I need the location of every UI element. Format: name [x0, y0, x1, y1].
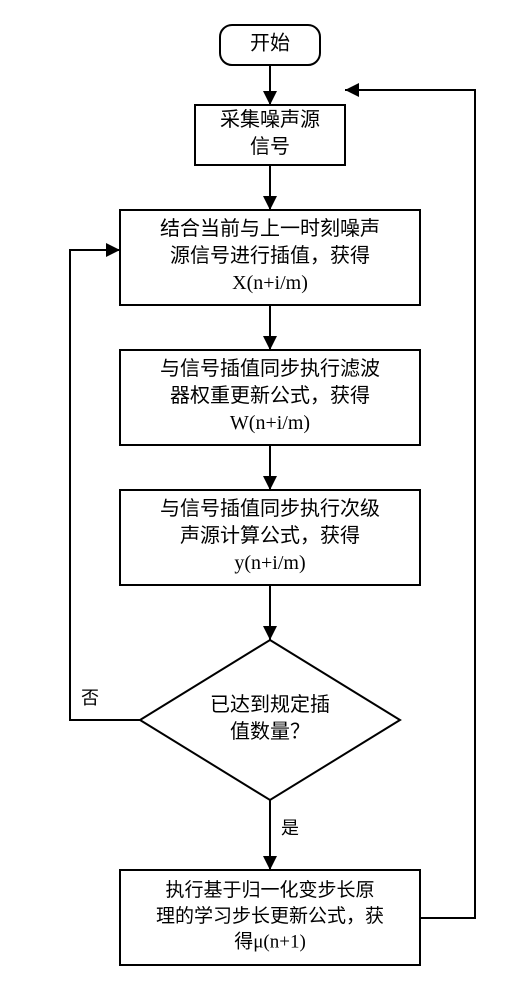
label-yes: 是	[281, 818, 299, 838]
svg-text:结合当前与上一时刻噪声: 结合当前与上一时刻噪声	[160, 217, 380, 240]
svg-text:器权重更新公式，获得: 器权重更新公式，获得	[170, 384, 370, 407]
node-interp: 结合当前与上一时刻噪声源信号进行插值，获得 X(n+i/m)	[120, 210, 420, 305]
svg-text:采集噪声源: 采集噪声源	[220, 108, 320, 131]
svg-text:W(n+i/m): W(n+i/m)	[230, 412, 310, 434]
node-filter: 与信号插值同步执行滤波器权重更新公式，获得 W(n+i/m)	[120, 350, 420, 445]
svg-text:执行基于归一化变步长原: 执行基于归一化变步长原	[165, 879, 374, 901]
svg-text:得μ(n+1): 得μ(n+1)	[234, 931, 306, 953]
svg-text:X(n+i/m): X(n+i/m)	[232, 272, 308, 294]
node-start: 开始	[220, 25, 320, 65]
node-update: 执行基于归一化变步长原理的学习步长更新公式，获得μ(n+1)	[120, 870, 420, 965]
node-secondary: 与信号插值同步执行次级声源计算公式，获得 y(n+i/m)	[120, 490, 420, 585]
svg-text:声源计算公式，获得: 声源计算公式，获得	[180, 524, 360, 547]
svg-text:已达到规定插: 已达到规定插	[210, 693, 330, 716]
node-decision: 已达到规定插值数量？	[140, 640, 400, 800]
label-no: 否	[81, 688, 99, 708]
svg-text:理的学习步长更新公式，获: 理的学习步长更新公式，获	[156, 905, 384, 927]
svg-text:与信号插值同步执行次级: 与信号插值同步执行次级	[160, 497, 380, 520]
svg-text:与信号插值同步执行滤波: 与信号插值同步执行滤波	[160, 357, 380, 380]
svg-text:值数量？: 值数量？	[230, 720, 310, 743]
node-collect: 采集噪声源信号	[195, 105, 345, 165]
svg-text:源信号进行插值，获得: 源信号进行插值，获得	[170, 244, 370, 267]
svg-text:y(n+i/m): y(n+i/m)	[234, 552, 305, 574]
svg-text:信号: 信号	[250, 135, 290, 158]
svg-text:开始: 开始	[250, 32, 290, 55]
